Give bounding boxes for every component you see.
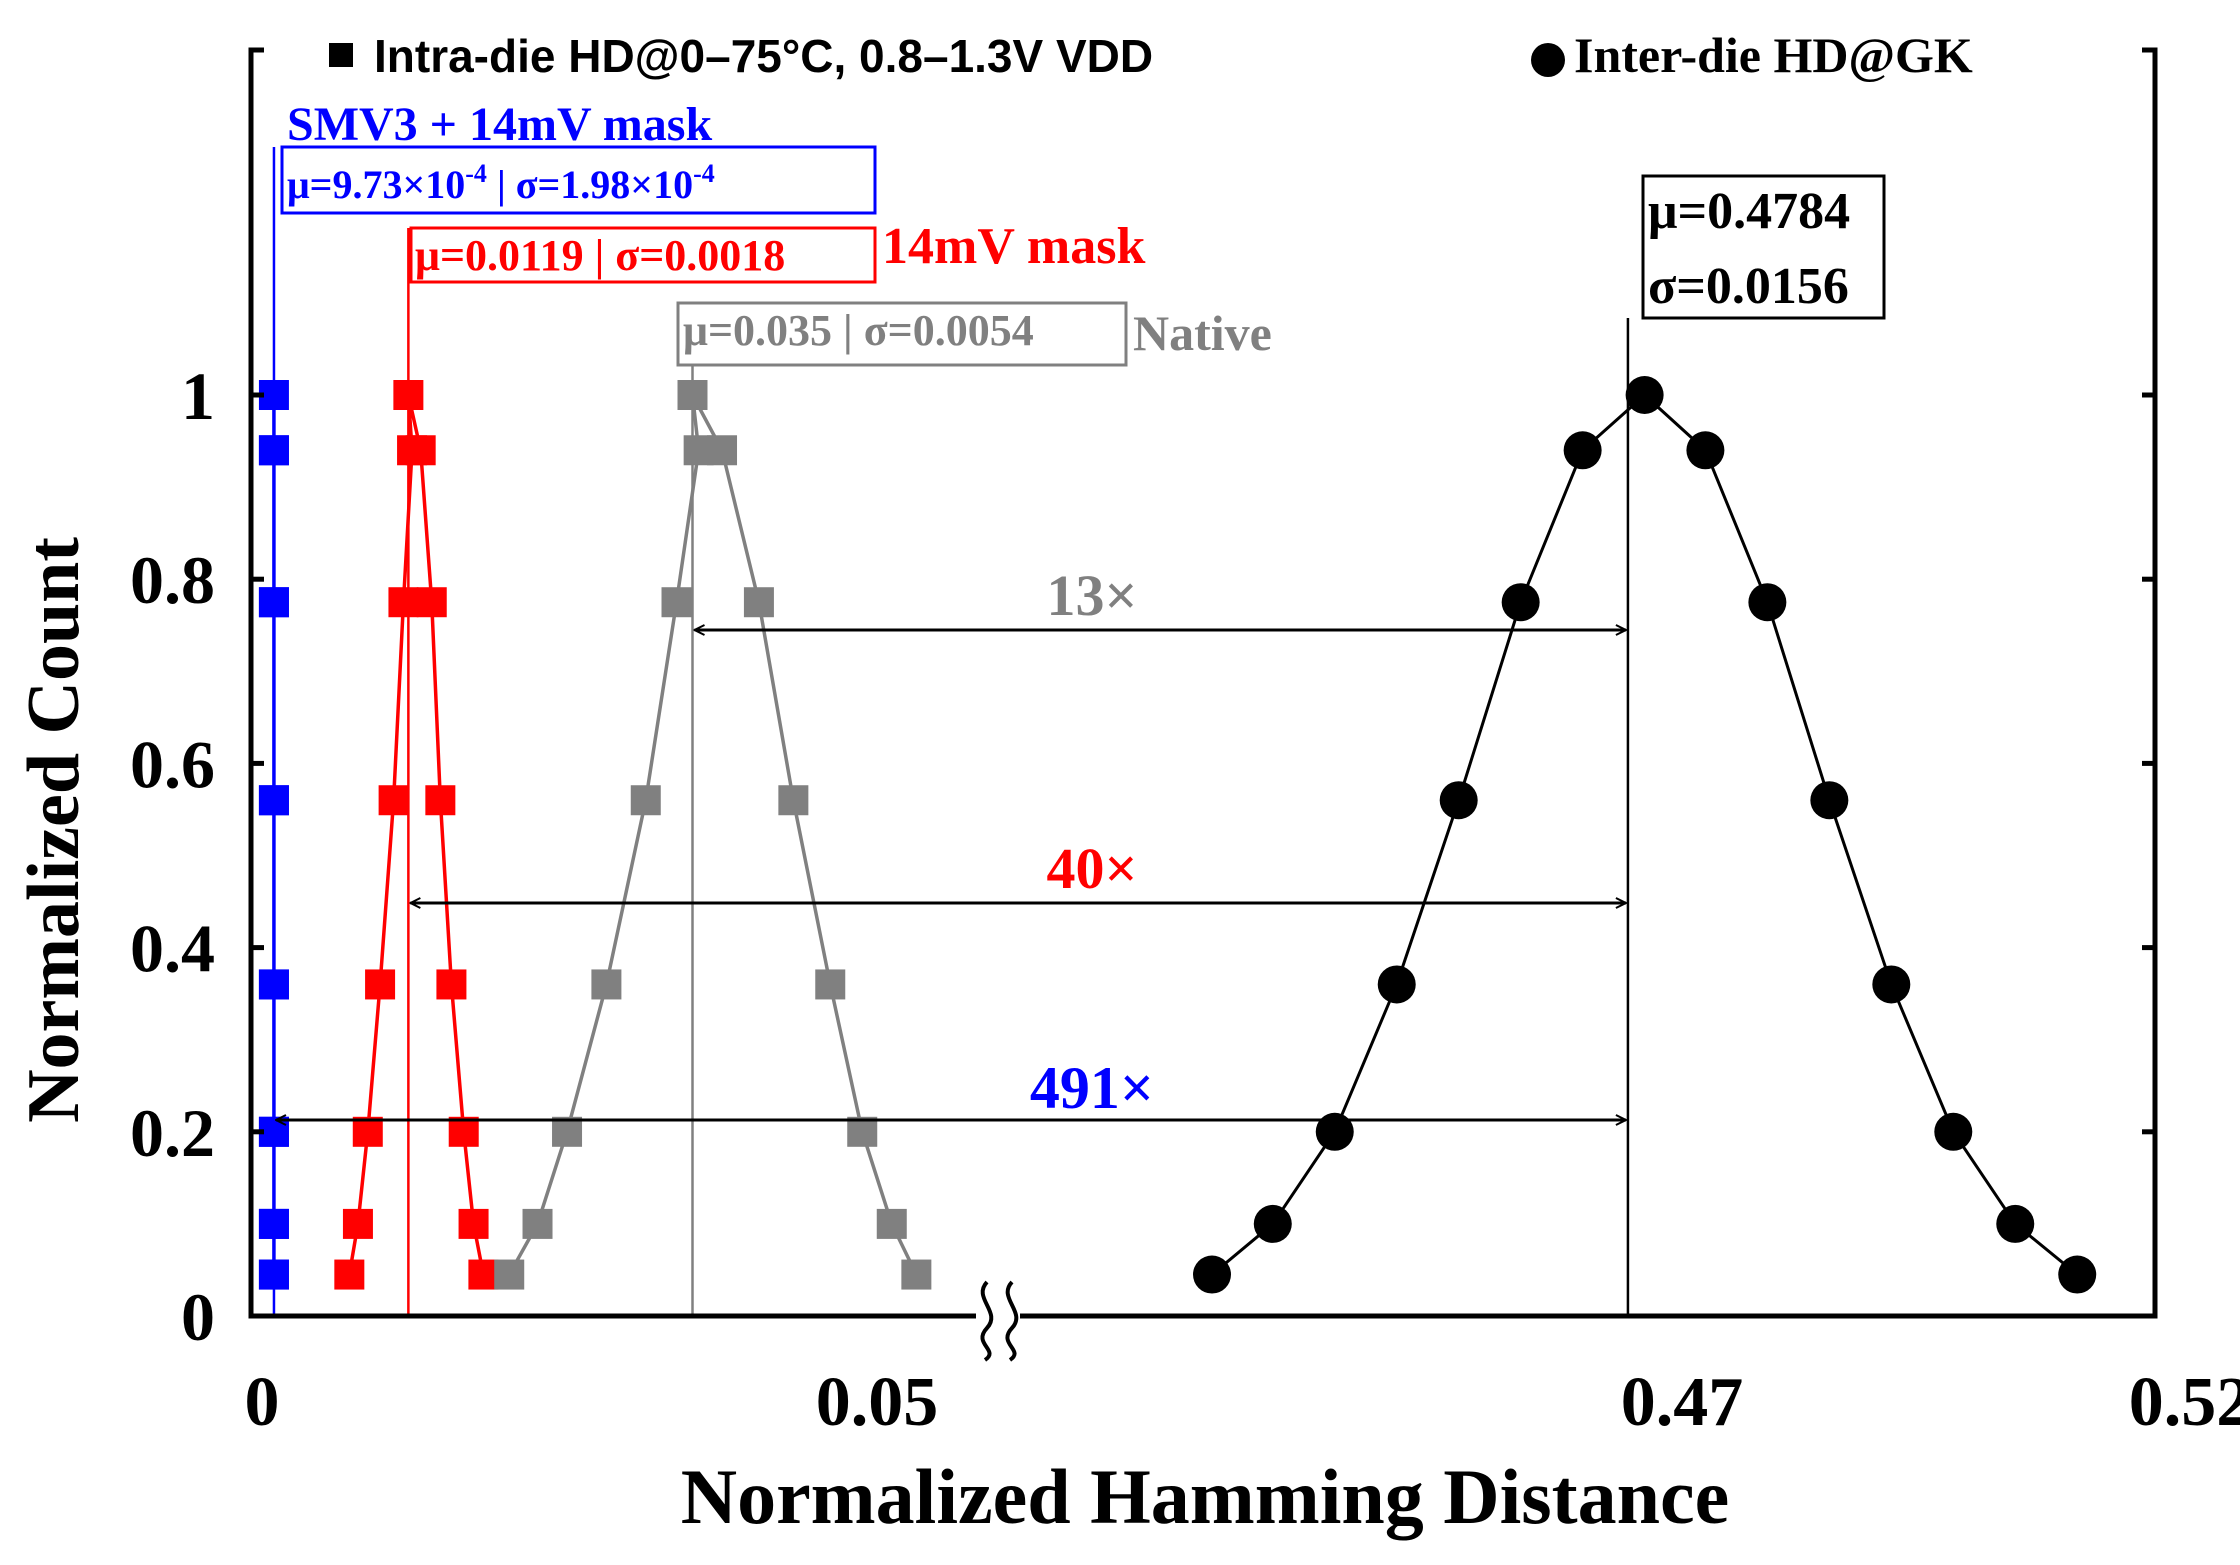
- data-point-14mv-mask-3: [365, 969, 396, 1000]
- inter-die-mu-text: μ=0.4784: [1648, 183, 1850, 240]
- native-stats-box: [676, 301, 1128, 367]
- data-point-inter-die-hd-gk-0: [1193, 1255, 1231, 1294]
- data-point-inter-die-hd-gk-1: [1253, 1204, 1292, 1243]
- data-point-native-7: [677, 380, 708, 410]
- legend-inter-die-label: Inter-die HD@GK: [1574, 27, 1973, 83]
- axis-right-segment: [1020, 47, 2158, 1319]
- mask-annotation: μ=0.0119 | σ=0.0018 14mV mask: [409, 218, 1145, 284]
- smv3-label: SMV3 + 14mV mask: [287, 98, 712, 151]
- data-point-14mv-mask-14: [468, 1259, 499, 1290]
- data-point-smv3-14mv-mask-8: [258, 435, 289, 466]
- x-axis-label: Normalized Hamming Distance: [681, 1453, 1730, 1540]
- y-axis-label: Normalized Count: [13, 537, 95, 1123]
- data-point-inter-die-hd-gk-12: [1934, 1112, 1973, 1151]
- mask-label: 14mV mask: [882, 218, 1145, 275]
- y-tick-label-4: 0.8: [130, 542, 215, 618]
- data-point-14mv-mask-11: [436, 969, 467, 1000]
- data-point-smv3-14mv-mask-9: [258, 587, 289, 618]
- y-tick-label-1: 0.2: [130, 1095, 215, 1171]
- smv3-mu-text: μ=9.73×10: [287, 162, 465, 207]
- data-point-native-3: [591, 969, 622, 1000]
- mask-stats-box: [409, 226, 877, 284]
- data-point-smv3-14mv-mask-13: [258, 1208, 289, 1239]
- smv3-sigma-exponent: -4: [693, 159, 715, 188]
- data-point-native-14: [901, 1259, 932, 1290]
- data-point-inter-die-hd-gk-11: [1872, 965, 1911, 1004]
- native-label: Native: [1133, 305, 1272, 361]
- data-point-native-4: [630, 785, 661, 816]
- data-point-14mv-mask-7: [393, 380, 424, 410]
- ratio-label-native: 13×: [1046, 563, 1137, 628]
- data-point-native-0: [494, 1259, 525, 1290]
- data-point-native-8: [707, 435, 738, 466]
- y-tick-label-5: 1: [181, 358, 215, 434]
- data-point-inter-die-hd-gk-8: [1686, 431, 1725, 470]
- data-point-native-10: [778, 785, 809, 816]
- axis-ticks: [251, 392, 2155, 1319]
- data-point-inter-die-hd-gk-7: [1625, 376, 1664, 414]
- data-point-inter-die-hd-gk-3: [1377, 965, 1416, 1004]
- data-point-14mv-mask-5: [388, 587, 419, 618]
- mask-stats-text: μ=0.0119 | σ=0.0018: [415, 231, 785, 280]
- inter-die-sigma-text: σ=0.0156: [1648, 258, 1849, 315]
- smv3-sigma-text: | σ=1.98×10: [487, 162, 693, 207]
- y-tick-labels: 0 0.2 0.4 0.6 0.8 1: [130, 358, 215, 1355]
- native-stats-text: μ=0.035 | σ=0.0054: [683, 306, 1034, 355]
- ratio-arrows: [276, 630, 1626, 1120]
- ratio-label-mask: 40×: [1046, 836, 1137, 901]
- data-point-smv3-14mv-mask-11: [258, 969, 289, 1000]
- data-point-14mv-mask-0: [334, 1259, 365, 1290]
- ratio-label-smv3: 491×: [1030, 1055, 1154, 1121]
- y-tick-label-2: 0.4: [130, 911, 215, 987]
- legend-intra-die-label: Intra-die HD@0–75°C, 0.8–1.3V VDD: [374, 30, 1153, 82]
- inter-die-annotation: μ=0.4784 σ=0.0156: [1641, 174, 1886, 320]
- data-point-14mv-mask-8: [405, 435, 436, 466]
- data-point-inter-die-hd-gk-5: [1501, 583, 1540, 622]
- data-point-inter-die-hd-gk-6: [1563, 431, 1602, 470]
- smv3-annotation: SMV3 + 14mV mask μ=9.73×10-4 | σ=1.98×10…: [280, 98, 877, 215]
- legend-circle-marker: [1531, 43, 1565, 77]
- data-point-14mv-mask-4: [378, 785, 409, 816]
- series-layer: [258, 376, 2097, 1294]
- data-point-native-9: [743, 587, 774, 618]
- data-point-native-11: [815, 969, 846, 1000]
- data-point-inter-die-hd-gk-14: [2058, 1255, 2097, 1294]
- x-tick-label-0-1: 0.05: [816, 1364, 939, 1441]
- axes-frame: [248, 47, 2158, 1319]
- legend: Intra-die HD@0–75°C, 0.8–1.3V VDD Inter-…: [329, 27, 1973, 83]
- data-point-14mv-mask-9: [416, 587, 447, 618]
- data-point-inter-die-hd-gk-9: [1748, 583, 1787, 622]
- smv3-stats-text: μ=9.73×10-4 | σ=1.98×10-4: [287, 159, 715, 207]
- data-point-inter-die-hd-gk-10: [1810, 781, 1849, 820]
- x-tick-labels: 0 0.05 0.47 0.52: [245, 1364, 2240, 1441]
- y-tick-label-0: 0: [181, 1279, 215, 1355]
- smv3-stats-box: [280, 145, 877, 215]
- data-point-14mv-mask-13: [458, 1208, 489, 1239]
- data-point-14mv-mask-10: [425, 785, 456, 816]
- x-tick-label-1-0: 0.47: [1621, 1364, 1744, 1441]
- x-tick-label-1-1: 0.52: [2129, 1364, 2240, 1441]
- data-point-native-5: [661, 587, 692, 618]
- data-point-inter-die-hd-gk-13: [1996, 1204, 2035, 1243]
- data-point-native-13: [876, 1208, 907, 1239]
- data-point-inter-die-hd-gk-4: [1439, 781, 1478, 820]
- data-point-smv3-14mv-mask-10: [258, 785, 289, 816]
- legend-square-marker: [329, 43, 353, 67]
- axis-left-segment: [248, 47, 976, 1319]
- smv3-mu-exponent: -4: [465, 159, 487, 188]
- axis-break-icon: [976, 1280, 1020, 1362]
- data-point-native-1: [522, 1208, 553, 1239]
- x-tick-label-0-0: 0: [245, 1364, 280, 1441]
- data-point-smv3-14mv-mask-14: [258, 1259, 289, 1290]
- data-point-14mv-mask-1: [342, 1208, 373, 1239]
- y-tick-label-3: 0.6: [130, 726, 215, 802]
- native-annotation: μ=0.035 | σ=0.0054 Native: [676, 301, 1272, 367]
- inter-die-stats-box: [1641, 174, 1886, 320]
